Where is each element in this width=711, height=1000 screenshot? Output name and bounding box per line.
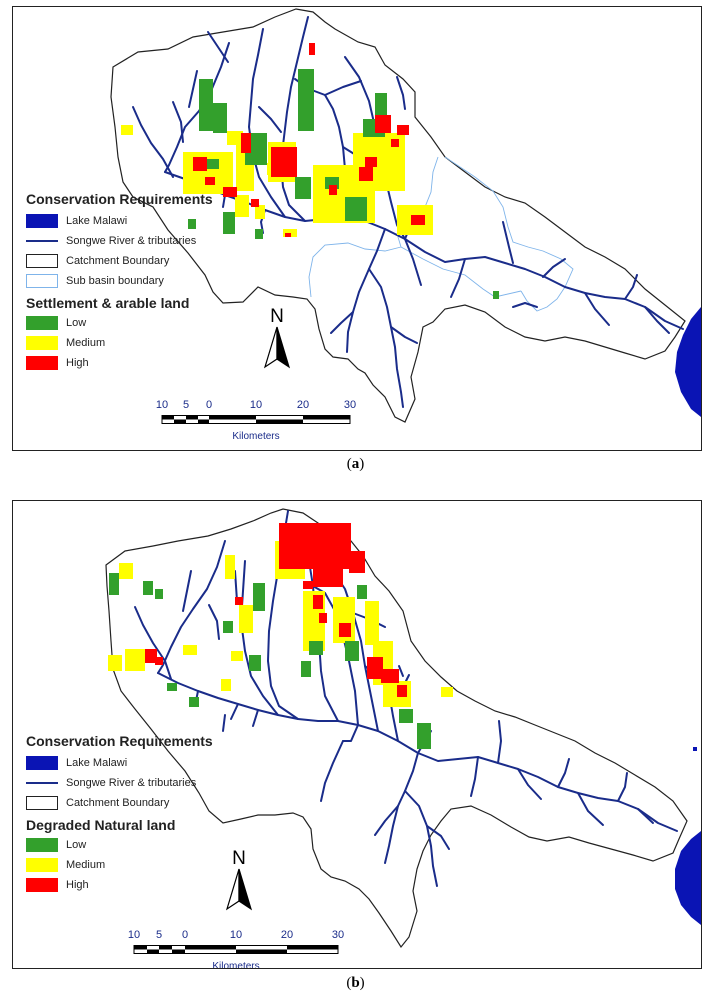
low-swatch <box>26 838 58 852</box>
scale-ticks: 10 5 0 10 20 30 <box>155 399 357 412</box>
legend-label: High <box>66 879 89 891</box>
legend-label: Low <box>66 839 87 851</box>
legend-b: Conservation Requirements Lake Malawi So… <box>26 733 213 895</box>
lake-swatch <box>26 214 58 228</box>
lake-swatch <box>26 756 58 770</box>
legend-item-lake-malawi: Lake Malawi <box>26 753 213 773</box>
legend-class-high: High <box>26 353 213 373</box>
scale-tick: 10 <box>249 399 263 411</box>
scale-tick: 5 <box>182 399 190 411</box>
scale-tick: 30 <box>331 929 345 941</box>
catchment-boundary <box>105 508 688 949</box>
lake-malawi <box>675 831 701 925</box>
legend-label: Medium <box>66 337 106 349</box>
legend-label: Songwe River & tributaries <box>66 235 197 247</box>
caption-a: (a) <box>346 456 365 472</box>
catchment-map-b <box>105 508 701 949</box>
north-label: N <box>232 848 246 869</box>
legend-label: Low <box>66 317 87 329</box>
scale-tick: 20 <box>296 399 310 411</box>
scale-tick: 10 <box>127 929 141 941</box>
caption-b: (b) <box>346 975 365 991</box>
north-arrow-icon: N <box>263 306 291 369</box>
sub-basin-swatch <box>26 274 58 288</box>
map-panel-b: Conservation Requirements Lake Malawi So… <box>12 500 702 969</box>
north-label: N <box>270 306 284 327</box>
legend-label: Songwe River & tributaries <box>66 777 197 789</box>
legend-label: Catchment Boundary <box>66 255 170 267</box>
legend-item-lake-malawi: Lake Malawi <box>26 211 213 231</box>
scale-unit: Kilometers <box>232 431 280 442</box>
legend-item-rivers: Songwe River & tributaries <box>26 773 213 793</box>
settlement-arable-patches <box>121 43 499 299</box>
scale-bar-segments <box>133 945 339 954</box>
scale-bar-a: 10 5 0 10 20 30 Kilometers <box>155 399 357 442</box>
legend-label: Lake Malawi <box>66 215 128 227</box>
legend-label: High <box>66 357 89 369</box>
map-panel-a: Conservation Requirements Lake Malawi So… <box>12 6 702 451</box>
scale-bar-b: 10 5 0 10 20 30 Kilometers <box>127 929 345 969</box>
scale-tick: 5 <box>155 929 163 941</box>
legend-label: Catchment Boundary <box>66 797 170 809</box>
river-swatch <box>26 234 58 248</box>
scale-tick: 30 <box>343 399 357 411</box>
legend-item-catchment-boundary: Catchment Boundary <box>26 251 213 271</box>
catchment-boundary <box>110 8 686 423</box>
lake-malawi <box>675 307 701 417</box>
legend-label: Sub basin boundary <box>66 275 164 287</box>
north-arrow-icon: N <box>225 848 253 911</box>
degraded-natural-patches <box>108 523 453 749</box>
scale-tick: 0 <box>205 399 213 411</box>
scale-tick: 0 <box>181 929 189 941</box>
legend-class-low: Low <box>26 835 213 855</box>
low-swatch <box>26 316 58 330</box>
scale-unit: Kilometers <box>212 961 260 969</box>
medium-swatch <box>26 336 58 350</box>
scale-tick: 10 <box>155 399 169 411</box>
legend-title: Conservation Requirements <box>26 733 213 749</box>
caption-letter: a <box>351 456 360 472</box>
medium-swatch <box>26 858 58 872</box>
legend-a: Conservation Requirements Lake Malawi So… <box>26 191 213 373</box>
legend-class-high: High <box>26 875 213 895</box>
caption-letter: b <box>351 975 360 991</box>
legend-label: Lake Malawi <box>66 757 128 769</box>
legend-subtitle: Degraded Natural land <box>26 817 176 833</box>
scale-tick: 10 <box>229 929 243 941</box>
legend-item-sub-basin-boundary: Sub basin boundary <box>26 271 213 291</box>
legend-class-medium: Medium <box>26 855 213 875</box>
legend-class-medium: Medium <box>26 333 213 353</box>
catchment-swatch <box>26 796 58 810</box>
legend-subtitle: Settlement & arable land <box>26 295 190 311</box>
river-swatch <box>26 776 58 790</box>
legend-item-catchment-boundary: Catchment Boundary <box>26 793 213 813</box>
legend-label: Medium <box>66 859 106 871</box>
high-swatch <box>26 878 58 892</box>
legend-item-rivers: Songwe River & tributaries <box>26 231 213 251</box>
high-swatch <box>26 356 58 370</box>
legend-class-low: Low <box>26 313 213 333</box>
catchment-map-a <box>110 8 701 423</box>
catchment-swatch <box>26 254 58 268</box>
legend-title: Conservation Requirements <box>26 191 213 207</box>
scale-bar-segments <box>161 415 351 424</box>
scale-tick: 20 <box>280 929 294 941</box>
scale-ticks: 10 5 0 10 20 30 <box>127 929 345 942</box>
